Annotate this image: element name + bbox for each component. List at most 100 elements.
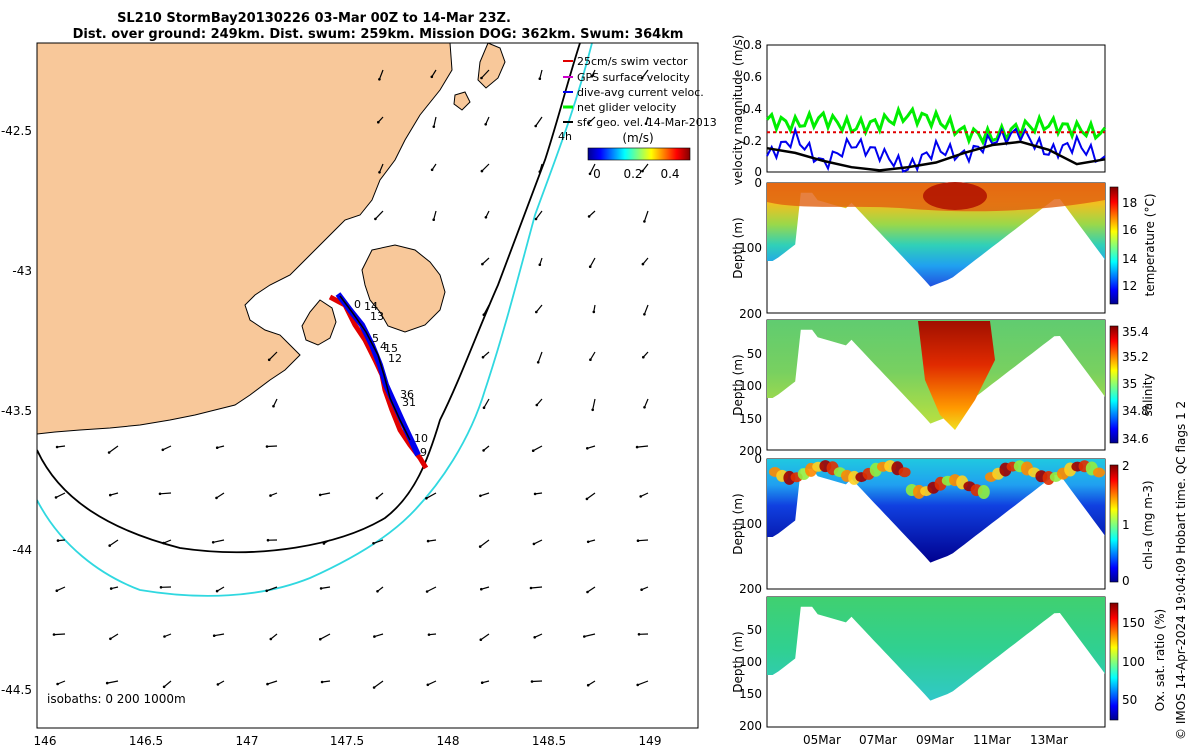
depth-tick: 150 — [739, 412, 762, 426]
current-arrow-head — [105, 681, 109, 685]
current-arrow — [107, 680, 119, 684]
depth-tick: 50 — [747, 347, 762, 361]
current-arrow — [587, 445, 596, 449]
current-arrow-head — [484, 123, 488, 126]
cbar-label: temperature (°C) — [1143, 194, 1157, 297]
current-arrow — [320, 633, 331, 640]
current-arrow-head — [426, 539, 430, 543]
current-arrow-head — [426, 683, 430, 687]
current-arrow-head — [319, 587, 323, 590]
chla-colorbar — [1109, 464, 1119, 583]
cbar-label: chl-a (mg m-3) — [1141, 480, 1155, 569]
cbar-tick: 100 — [1122, 655, 1145, 669]
current-arrow-head — [536, 361, 540, 364]
section-depth-ticks: 0 100 200 50 100 150 200 0 100 200 50 10… — [731, 176, 762, 733]
current-arrow-head — [162, 685, 166, 689]
current-arrow — [53, 633, 66, 636]
current-arrow-head — [163, 635, 166, 638]
current-arrow-head — [533, 636, 536, 639]
current-arrow-head — [372, 542, 375, 545]
colorbar-gradient — [587, 147, 691, 161]
depth-label: Depth (m) — [731, 631, 745, 692]
current-arrow — [539, 163, 543, 172]
current-arrow-head — [265, 589, 269, 593]
legend-entry: net glider velocity — [577, 101, 677, 114]
current-arrow — [589, 257, 596, 267]
current-arrow-head — [480, 587, 483, 591]
current-arrow-head — [372, 686, 376, 689]
cbar-tick: 35.2 — [1122, 350, 1149, 364]
current-arrow — [268, 351, 278, 361]
current-arrow-head — [587, 122, 590, 125]
isobath-1000 — [37, 43, 593, 597]
day-label: 12 — [388, 352, 402, 365]
date-axis: 05Mar 07Mar 09Mar 11Mar 13Mar — [803, 733, 1068, 747]
current-arrow-head — [592, 310, 596, 314]
velocity-line — [766, 126, 1106, 173]
title-line-2: Dist. over ground: 249km. Dist. swum: 25… — [73, 27, 684, 42]
map-legend: 25cm/s swim vector GPS surface velocity … — [563, 55, 717, 129]
day-label: 13 — [370, 310, 384, 323]
current-arrow-head — [216, 683, 220, 686]
chla-blob — [1093, 467, 1105, 478]
current-arrow-head — [590, 75, 594, 78]
current-arrow — [584, 633, 596, 638]
isobaths-label: isobaths: 0 200 1000m — [47, 692, 186, 706]
depth-tick: 200 — [739, 444, 762, 458]
y-tick: -43 — [12, 264, 32, 278]
cbar-tick: 14 — [1122, 252, 1137, 266]
current-arrow — [266, 586, 278, 592]
current-arrow-head — [377, 120, 380, 124]
depth-label: Depth (m) — [731, 493, 745, 554]
current-arrow — [378, 69, 384, 80]
current-arrow — [642, 163, 649, 172]
colorbar-tick: 0 — [593, 167, 601, 181]
current-arrow-head — [265, 445, 269, 448]
depth-tick: 0 — [754, 176, 762, 190]
depth-label: Depth (m) — [731, 217, 745, 278]
current-arrow-head — [530, 680, 534, 683]
current-arrow — [57, 680, 66, 685]
speed-colorbar: (m/s) 0 0.2 0.4 — [587, 131, 691, 181]
current-arrow-head — [159, 586, 163, 589]
current-arrow-head — [535, 403, 539, 407]
glider-track-black — [339, 295, 411, 441]
current-arrow — [376, 492, 384, 499]
salinity-high-core — [918, 321, 995, 430]
current-arrow-head — [427, 633, 431, 636]
current-arrow-head — [643, 220, 646, 223]
current-arrow-head — [108, 544, 111, 547]
map-panel: 4h 0 14 13 5 15 4 12 36 31 10 9 25cm/s s… — [1, 42, 717, 748]
current-arrow-head — [425, 590, 429, 593]
depth-tick: 50 — [747, 623, 762, 637]
current-arrow — [428, 539, 437, 542]
chla-maximum-layer — [769, 460, 1105, 499]
current-arrow-head — [56, 682, 59, 686]
vel-y-tick: 0 — [754, 165, 762, 179]
current-arrow-head — [588, 265, 592, 269]
current-arrow-head — [529, 586, 533, 590]
current-arrow — [532, 445, 543, 452]
current-arrow — [533, 539, 543, 545]
current-arrow-head — [269, 637, 273, 641]
cbar-tick: 35.4 — [1122, 325, 1149, 339]
current-arrow — [637, 539, 649, 542]
depth-tick: 0 — [754, 452, 762, 466]
current-arrow — [536, 398, 543, 406]
day-label: 36 — [400, 388, 414, 401]
current-arrow-head — [373, 635, 376, 638]
x-tick: 148.5 — [532, 734, 566, 748]
current-arrow — [479, 539, 490, 548]
oxygen-panel: 150 100 50 Ox. sat. ratio (%) — [766, 596, 1167, 728]
current-arrow-head — [589, 358, 592, 362]
current-arrow-head — [591, 408, 594, 412]
current-arrow-head — [212, 634, 216, 637]
current-arrow-head — [430, 168, 434, 172]
current-arrow — [637, 445, 649, 448]
current-arrow — [480, 633, 490, 641]
title-line-1: SL210 StormBay20130226 03-Mar 00Z to 14-… — [117, 11, 511, 26]
tasmania-land — [37, 43, 453, 435]
current-arrow-head — [56, 539, 60, 542]
cbar-tick: 150 — [1122, 616, 1145, 630]
day-label: 10 — [414, 432, 428, 445]
